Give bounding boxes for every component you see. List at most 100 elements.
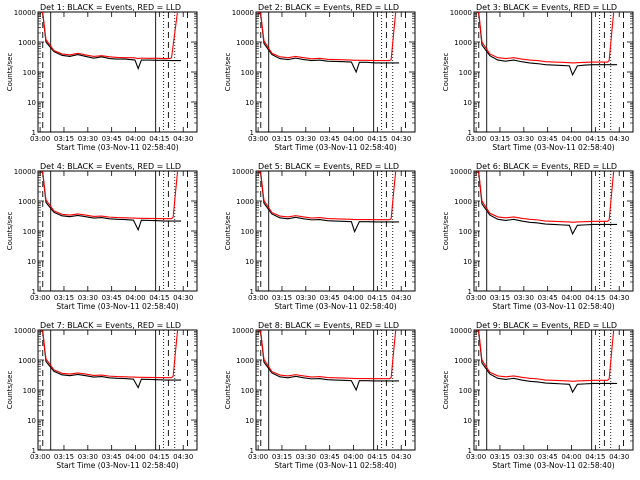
plot-frame: [37, 170, 198, 292]
data-layer: [476, 12, 624, 132]
x-tick-label: 03:30: [514, 294, 534, 302]
x-tick-label: 04:00: [561, 453, 581, 461]
y-tick-label: 1000: [454, 39, 472, 47]
x-tick-label: 03:30: [78, 294, 98, 302]
x-tick-label: 03:30: [296, 135, 316, 143]
y-tick-label: 1000: [236, 198, 254, 206]
y-tick-label: 1000: [236, 39, 254, 47]
x-tick-label: 03:15: [54, 135, 74, 143]
x-tick-label: 04:00: [561, 294, 581, 302]
series-line-events: [475, 171, 618, 236]
x-tick-label: 03:30: [296, 294, 316, 302]
x-tick-label: 04:00: [561, 135, 581, 143]
x-tick-label: 04:15: [585, 135, 605, 143]
data-layer: [257, 12, 406, 132]
x-axis-label: Start Time (03-Nov-11 02:58:40): [492, 302, 614, 311]
x-tick-label: 04:00: [125, 135, 145, 143]
series-line-events: [257, 330, 400, 392]
x-tick-label: 03:45: [538, 135, 558, 143]
y-tick-label: 1000: [18, 39, 36, 47]
x-tick-label: 03:15: [490, 453, 510, 461]
plot-frame: [37, 11, 198, 133]
y-tick-label: 1000: [454, 198, 472, 206]
y-axis-label: Counts/sec: [442, 371, 450, 410]
x-tick-label: 03:30: [296, 453, 316, 461]
series-line-lld: [476, 12, 615, 64]
x-tick-label: 03:45: [538, 453, 558, 461]
data-layer: [475, 330, 624, 450]
x-tick-label: 04:30: [173, 294, 193, 302]
x-axis-label: Start Time (03-Nov-11 02:58:40): [492, 461, 614, 470]
series-line-events: [476, 12, 618, 77]
plot-frame: [473, 170, 634, 292]
x-tick-label: 03:00: [248, 135, 268, 143]
x-tick-label: 04:00: [125, 453, 145, 461]
x-tick-label: 03:30: [514, 453, 534, 461]
x-tick-label: 04:30: [173, 453, 193, 461]
plot-frame: [255, 329, 416, 451]
y-tick-label: 10: [27, 417, 36, 425]
x-tick-label: 03:45: [102, 135, 122, 143]
y-axis-label: Counts/sec: [442, 53, 450, 92]
series-line-events: [40, 12, 182, 71]
x-tick-label: 03:00: [30, 453, 50, 461]
series-line-events: [475, 330, 618, 394]
x-tick-label: 04:00: [343, 453, 363, 461]
x-tick-label: 03:00: [30, 135, 50, 143]
x-tick-label: 03:45: [102, 294, 122, 302]
x-tick-label: 03:00: [248, 453, 268, 461]
data-layer: [475, 171, 624, 291]
x-tick-label: 04:00: [125, 294, 145, 302]
y-tick-label: 10: [27, 258, 36, 266]
plot-frame: [255, 170, 416, 292]
y-tick-label: 100: [459, 69, 472, 77]
y-tick-label: 1000: [18, 357, 36, 365]
y-tick-label: 1: [32, 288, 36, 296]
x-tick-label: 03:30: [78, 135, 98, 143]
y-axis-label: Counts/sec: [224, 53, 232, 92]
y-tick-label: 10: [463, 258, 472, 266]
series-line-lld: [476, 330, 615, 382]
x-tick-label: 03:15: [272, 453, 292, 461]
x-tick-label: 04:00: [343, 135, 363, 143]
y-axis-label: Counts/sec: [6, 212, 14, 251]
chart-title: Det 1: BLACK = Events, RED = LLD: [40, 3, 181, 12]
x-tick-label: 04:15: [149, 453, 169, 461]
plot-frame: [473, 11, 634, 133]
x-axis-label: Start Time (03-Nov-11 02:58:40): [274, 461, 396, 470]
panel-det-6: Det 6: BLACK = Events, RED = LLD 1 10 100 10…: [442, 162, 634, 311]
series-line-events: [257, 171, 400, 234]
y-tick-label: 1: [250, 288, 254, 296]
chart-title: Det 7: BLACK = Events, RED = LLD: [40, 321, 181, 330]
y-tick-label: 10000: [232, 168, 254, 176]
y-tick-label: 1: [468, 447, 472, 455]
panel-det-9: Det 9: BLACK = Events, RED = LLD 1 10 100 10…: [442, 321, 634, 470]
x-tick-label: 03:00: [466, 294, 486, 302]
series-line-lld: [476, 171, 615, 223]
x-tick-label: 03:00: [248, 294, 268, 302]
panel-det-1: Det 1: BLACK = Events, RED = LLD 1 10 100 10…: [6, 3, 198, 152]
series-line-lld: [40, 171, 179, 220]
y-axis-label: Counts/sec: [442, 212, 450, 251]
y-tick-label: 1: [32, 447, 36, 455]
y-tick-label: 1000: [454, 357, 472, 365]
y-tick-label: 10: [245, 417, 254, 425]
x-tick-label: 04:15: [585, 453, 605, 461]
y-tick-label: 10000: [14, 9, 36, 17]
x-tick-label: 04:15: [149, 135, 169, 143]
series-line-events: [257, 12, 400, 74]
y-axis-label: Counts/sec: [224, 212, 232, 251]
y-tick-label: 1: [250, 129, 254, 137]
x-tick-label: 04:15: [149, 294, 169, 302]
x-tick-label: 04:15: [367, 453, 387, 461]
x-tick-label: 03:15: [54, 453, 74, 461]
x-tick-label: 04:30: [173, 135, 193, 143]
chart-title: Det 3: BLACK = Events, RED = LLD: [476, 3, 617, 12]
series-line-lld: [257, 330, 397, 380]
panel-det-3: Det 3: BLACK = Events, RED = LLD 1 10 100 10…: [442, 3, 634, 152]
y-tick-label: 1000: [236, 357, 254, 365]
x-tick-label: 03:30: [514, 135, 534, 143]
x-tick-label: 04:30: [391, 453, 411, 461]
series-line-lld: [40, 330, 179, 379]
